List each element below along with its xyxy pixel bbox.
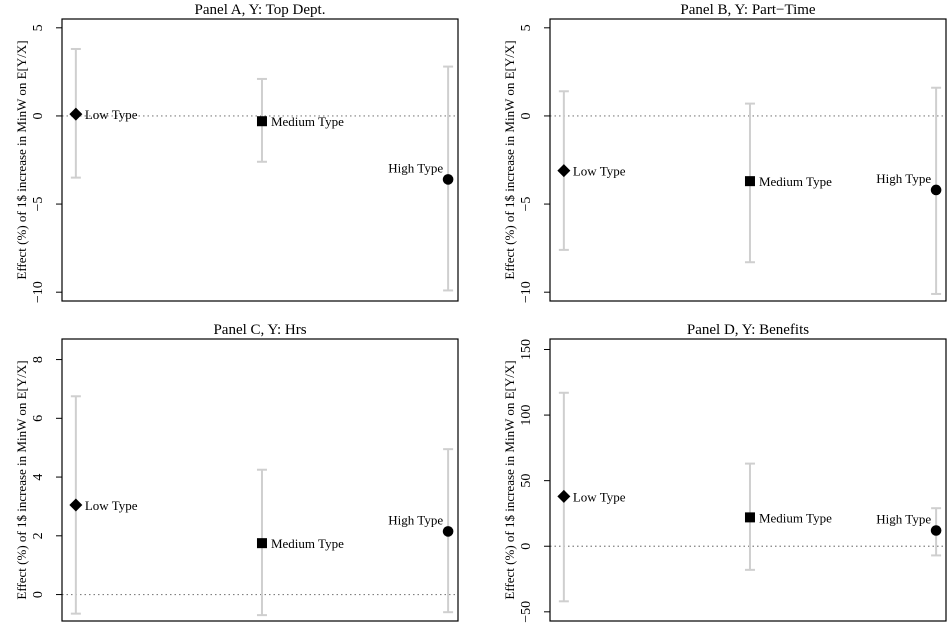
circle-marker [442,526,454,537]
point-label: Medium Type [271,536,344,551]
square-marker [744,176,755,187]
square-marker [256,538,267,549]
y-tick-label: 150 [519,339,534,360]
plot-frame [549,338,947,622]
point-high-type: High Type [876,507,942,557]
point-low-type: Low Type [557,391,626,603]
y-tick-label: −10 [31,281,46,303]
point-label: Medium Type [759,510,832,525]
point-medium-type: Medium Type [744,462,832,571]
diamond-marker [557,489,571,503]
point-high-type: High Type [876,86,942,295]
circle-marker [930,184,942,196]
y-axis-label: Effect (%) of 1$ increase in MinW on E[Y… [14,40,29,279]
y-tick-label: 8 [31,356,46,363]
diamond-marker [557,164,571,178]
y-tick-label: 0 [519,543,534,550]
point-medium-type: Medium Type [744,102,832,264]
point-medium-type: Medium Type [256,77,344,163]
panel-a: Panel A, Y: Top Dept. Effect (%) of 1$ in… [14,2,459,303]
point-label: Low Type [85,498,138,513]
diamond-marker [69,498,83,512]
point-label: Low Type [573,489,626,504]
y-tick-label: 0 [31,112,46,119]
point-label: High Type [388,160,443,175]
plot-frame [61,18,459,302]
point-label: High Type [876,171,931,186]
y-tick-label: 0 [519,112,534,119]
y-tick-label: 2 [31,532,46,539]
point-low-type: Low Type [557,90,626,251]
y-tick-label: 5 [519,24,534,31]
y-axis-label: Effect (%) of 1$ increase in MinW on E[Y… [502,40,517,279]
y-tick-label: 6 [31,415,46,422]
circle-marker [442,174,454,185]
plot-frame [61,338,459,622]
y-tick-label: 50 [519,474,534,488]
square-marker [744,512,755,523]
y-tick-label: 4 [31,474,46,481]
y-axis-label: Effect (%) of 1$ increase in MinW on E[Y… [14,360,29,599]
y-tick-label: 100 [519,405,534,426]
y-tick-label: 5 [31,24,46,31]
y-tick-label: 0 [31,591,46,598]
square-marker [256,116,267,127]
plot-frame [549,18,947,302]
y-tick-label: −50 [519,601,534,623]
point-label: Low Type [85,107,138,122]
point-label: Low Type [573,164,626,179]
point-low-type: Low Type [69,395,138,615]
y-tick-label: −5 [519,197,534,212]
point-label: Medium Type [271,114,344,129]
y-tick-label: −5 [31,197,46,212]
panel-b: Panel B, Y: Part−Time Effect (%) of 1$ in… [502,2,947,303]
panel-title: Panel A, Y: Top Dept. [195,2,326,18]
point-label: High Type [388,512,443,527]
point-label: Medium Type [759,174,832,189]
y-tick-label: −10 [519,281,534,303]
point-label: High Type [876,511,931,526]
panel-title: Panel B, Y: Part−Time [680,2,815,18]
diamond-marker [69,107,83,121]
point-high-type: High Type [388,65,454,292]
point-high-type: High Type [388,448,454,614]
y-axis-label: Effect (%) of 1$ increase in MinW on E[Y… [502,360,517,599]
panel-title: Panel C, Y: Hrs [213,322,306,338]
panel-title: Panel D, Y: Benefits [687,322,809,338]
point-medium-type: Medium Type [256,468,344,617]
panel-c: Panel C, Y: Hrs Effect (%) of 1$ increase… [14,322,459,622]
circle-marker [930,525,942,536]
point-low-type: Low Type [69,47,138,179]
panel-d: Panel D, Y: Benefits Effect (%) of 1$ inc… [502,322,947,623]
